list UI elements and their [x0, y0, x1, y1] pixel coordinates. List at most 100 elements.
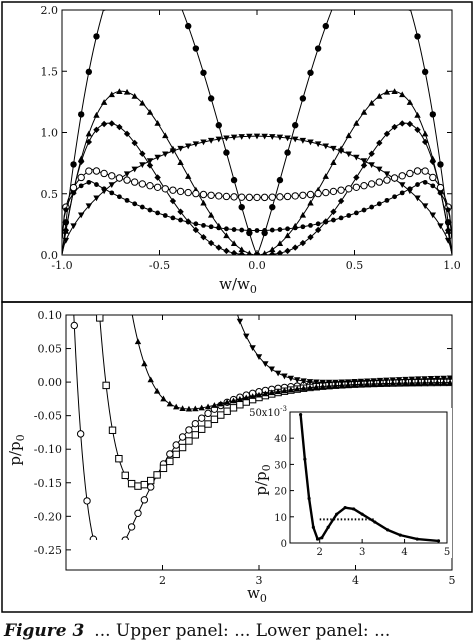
upper-series-2-point: [368, 99, 375, 106]
upper-series-6-point: [78, 183, 84, 189]
upper-series-4-point: [399, 182, 406, 188]
upper-series-1-point: [177, 3, 183, 9]
lower-ytick-label: 0.10: [38, 309, 63, 322]
inset-ytick-label: 30: [274, 460, 287, 471]
upper-series-2-point: [307, 199, 314, 206]
upper-series-3-point: [429, 158, 437, 165]
upper-series-6-point: [193, 221, 199, 227]
upper-series-1-point: [85, 68, 93, 76]
upper-series-3-point: [154, 174, 161, 181]
lower-series-4-point: [389, 377, 396, 384]
inset-point: [307, 496, 311, 501]
lower-series-4-point: [236, 318, 244, 325]
lower-series-2-point: [127, 479, 136, 488]
upper-ytick-label: 1.0: [41, 127, 59, 140]
upper-series-3-point: [85, 138, 93, 146]
upper-series-5-point: [375, 178, 384, 186]
upper-series-4-point: [62, 237, 70, 244]
upper-series-6-point: [155, 210, 161, 216]
lower-series-3-point: [255, 391, 263, 398]
upper-series-4-point: [230, 134, 238, 141]
upper-series-6-point: [185, 219, 191, 225]
upper-xtick-label: 1.0: [443, 259, 461, 272]
upper-series-5-point: [138, 180, 147, 188]
lower-series-2-point: [191, 431, 200, 439]
lower-series-3-point: [211, 402, 218, 408]
upper-series-5-point: [322, 188, 330, 197]
upper-series-1-point: [276, 176, 284, 184]
lower-series-3-point: [173, 403, 180, 410]
upper-series-4-point: [162, 151, 169, 158]
upper-series-3-point: [207, 239, 215, 247]
upper-series-3-point: [299, 239, 307, 247]
lower-xtick-label: 3: [256, 574, 263, 587]
inset-ytick-label: 10: [274, 513, 287, 524]
upper-series-2-point: [100, 99, 108, 105]
lower-series-3-point: [421, 379, 428, 386]
lower-series-1-point: [197, 414, 206, 422]
lower-series-3-point: [141, 360, 148, 367]
lower-series-2-point: [121, 471, 129, 480]
lower-series-2-point: [134, 482, 142, 490]
upper-series-5-point: [299, 191, 307, 199]
upper-series-6-point: [109, 190, 115, 196]
inset-background: [286, 408, 452, 558]
lower-series-1-point: [89, 535, 98, 540]
lower-series-3-point: [268, 389, 275, 396]
upper-series-6-point: [353, 210, 359, 216]
upper-series-1-point: [414, 33, 421, 40]
upper-series-6-point: [438, 190, 443, 196]
lower-series-3-point: [262, 390, 269, 397]
upper-series-6-point: [101, 186, 107, 192]
upper-series-6-point: [361, 207, 367, 213]
lower-series-3-point: [160, 395, 167, 402]
lower-series-2-point: [96, 315, 104, 322]
upper-series-3-point: [62, 227, 70, 234]
upper-series-2-point: [399, 91, 406, 98]
lower-series-4-point: [351, 379, 358, 385]
upper-series-4-point: [215, 136, 222, 143]
upper-series-5-point: [429, 173, 437, 182]
upper-series-6-point: [132, 201, 138, 207]
upper-series-4-point: [345, 151, 352, 158]
upper-series-2-point: [223, 232, 230, 239]
upper-series-4-point: [207, 137, 215, 144]
lower-series-4-point: [249, 345, 256, 352]
upper-series-2-point: [200, 199, 207, 206]
lower-series: [70, 315, 452, 540]
upper-series-2-point: [230, 240, 238, 247]
upper-series-4-point: [131, 166, 138, 173]
upper-series-2-point: [406, 99, 414, 105]
upper-series-5-point: [108, 172, 116, 180]
upper-series-4-point: [246, 133, 253, 140]
upper-series-5-point: [406, 169, 414, 178]
lower-series-3-point: [434, 379, 441, 386]
upper-ticks: -1.0 -0.5 0.0 0.5 1.0 0.0 0.5 1.0 1.5 2.0: [41, 4, 461, 272]
upper-series-5-point: [268, 193, 276, 201]
lower-series-1-point: [76, 430, 85, 438]
lower-series-2-point: [178, 443, 187, 452]
upper-series-5-point: [92, 167, 101, 175]
lower-series-3-point: [230, 397, 237, 404]
upper-series-3-point: [246, 251, 253, 255]
upper-series-5-point: [115, 174, 124, 182]
upper-series-6-point: [269, 227, 275, 233]
lower-series-3-point: [306, 384, 314, 391]
upper-series-3-point: [77, 158, 85, 165]
upper-series-3-point: [177, 208, 184, 215]
lower-xtick-label: 2: [159, 574, 166, 587]
inset-point: [360, 512, 364, 516]
lower-series-2-point: [115, 455, 123, 463]
upper-ytick-label: 0.5: [41, 188, 59, 201]
upper-series-5-point: [390, 174, 399, 182]
lower-series-3-point: [217, 400, 224, 407]
upper-series-3-point: [223, 247, 230, 255]
upper-series-3-line: [62, 122, 452, 255]
upper-series-4-point: [154, 154, 161, 161]
upper-xlabel: w/w0: [219, 275, 257, 296]
upper-series-2-point: [177, 159, 184, 166]
upper-series-5-point: [360, 181, 368, 190]
upper-series-6-point: [201, 222, 206, 228]
upper-series-5-point: [238, 193, 246, 201]
upper-series-1-point: [215, 122, 222, 129]
